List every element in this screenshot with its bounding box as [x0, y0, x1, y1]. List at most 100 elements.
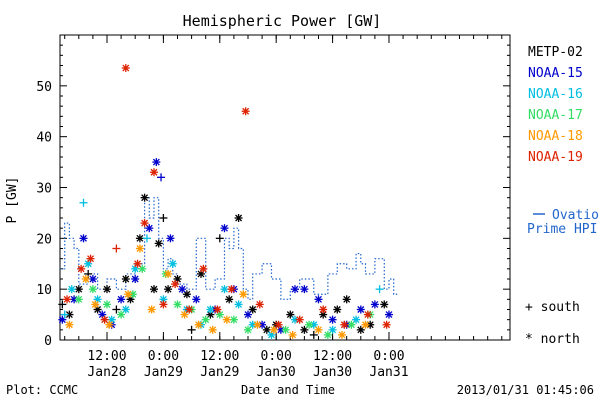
data-point: [88, 275, 97, 283]
chart-title: Hemispheric Power [GW]: [183, 12, 382, 30]
x-tick-date-label: Jan30: [313, 365, 352, 380]
legend-entry: NOAA-15: [528, 66, 583, 81]
data-point: [239, 290, 248, 299]
data-point: [382, 320, 391, 329]
data-point: [206, 305, 215, 314]
y-tick-label: 30: [36, 182, 52, 197]
data-point: [168, 259, 177, 268]
data-point: [100, 315, 109, 324]
data-point: [201, 315, 210, 324]
footer-plot-credit: Plot: CCMC: [6, 383, 78, 397]
footer-timestamp: 2013/01/31 01:45:06: [457, 383, 594, 397]
data-point: [60, 310, 69, 319]
legend-entry: NOAA-16: [528, 87, 583, 102]
data-point: [300, 285, 309, 294]
x-axis-label: Date and Time: [241, 383, 335, 397]
legend-ovation-label: Ovation: [552, 208, 600, 223]
data-point: [157, 173, 166, 182]
data-point: [234, 214, 243, 222]
series-metp-02: [58, 193, 389, 339]
data-point: [102, 300, 111, 309]
data-point: [152, 158, 161, 167]
data-point: [305, 320, 314, 329]
data-point: [225, 295, 234, 304]
y-tick-label: 50: [36, 80, 52, 95]
data-point: [243, 325, 252, 334]
y-tick-label: 20: [36, 232, 52, 247]
data-point: [79, 198, 88, 207]
x-tick-time-label: 0:00: [373, 349, 404, 364]
data-point: [65, 320, 74, 329]
data-point: [269, 325, 278, 334]
data-point: [328, 315, 337, 324]
data-point: [255, 300, 264, 309]
data-point: [147, 305, 156, 314]
y-tick-label: 40: [36, 131, 52, 146]
data-point: [333, 305, 342, 314]
legend-ovation-label: Prime HPI: [527, 222, 597, 237]
data-point: [88, 285, 97, 294]
data-point: [192, 295, 201, 304]
data-point: [112, 305, 121, 314]
data-point: [295, 315, 304, 324]
x-tick-time-label: 0:00: [148, 349, 179, 364]
marker-legend-south: + south: [525, 300, 580, 315]
data-point: [300, 325, 309, 334]
data-point: [323, 330, 332, 339]
data-point: [229, 315, 238, 324]
data-point: [208, 325, 217, 334]
data-point: [187, 325, 196, 334]
data-point: [340, 320, 349, 329]
data-point: [58, 300, 67, 309]
data-point: [248, 305, 257, 314]
data-point: [337, 330, 346, 339]
data-point: [178, 285, 187, 294]
data-point: [117, 310, 126, 319]
series-noaa-19: [63, 64, 391, 329]
data-point: [243, 310, 252, 319]
data-point: [222, 315, 231, 324]
data-point: [375, 285, 384, 294]
data-point: [319, 305, 328, 314]
data-point: [131, 275, 140, 283]
legend-entry: NOAA-17: [528, 108, 583, 123]
x-tick-time-label: 12:00: [87, 349, 126, 364]
data-point: [171, 280, 180, 289]
series-noaa-18: [65, 244, 370, 339]
data-point: [199, 264, 208, 273]
data-point: [159, 214, 168, 222]
x-tick-time-label: 12:00: [313, 349, 352, 364]
data-point: [117, 295, 126, 304]
data-point: [314, 295, 323, 304]
data-point: [220, 285, 229, 294]
data-point: [159, 300, 168, 309]
footer: Plot: CCMC Date and Time 2013/01/31 01:4…: [6, 383, 594, 397]
data-point: [142, 234, 151, 243]
data-point: [124, 290, 133, 299]
y-tick-label: 0: [44, 334, 52, 349]
data-point: [314, 325, 323, 334]
data-point: [215, 234, 224, 243]
data-point: [135, 244, 144, 253]
data-point: [74, 295, 83, 304]
data-point: [67, 285, 76, 294]
data-point: [149, 168, 158, 177]
y-axis-label: P [GW]: [5, 177, 20, 224]
data-point: [309, 330, 318, 339]
data-point: [159, 295, 168, 304]
data-point: [185, 305, 194, 314]
data-point: [81, 275, 90, 283]
legend-entry: NOAA-18: [528, 129, 583, 144]
data-point: [384, 310, 393, 319]
data-point: [63, 295, 72, 304]
x-tick-date-label: Jan29: [144, 365, 183, 380]
ovation-line: [60, 197, 398, 300]
legend-entry: NOAA-19: [528, 150, 583, 165]
data-point: [363, 310, 372, 319]
legend-entry: METP-02: [528, 45, 583, 60]
data-point: [149, 285, 158, 294]
data-point: [135, 234, 144, 243]
x-tick-time-label: 0:00: [261, 349, 292, 364]
data-point: [380, 300, 389, 309]
